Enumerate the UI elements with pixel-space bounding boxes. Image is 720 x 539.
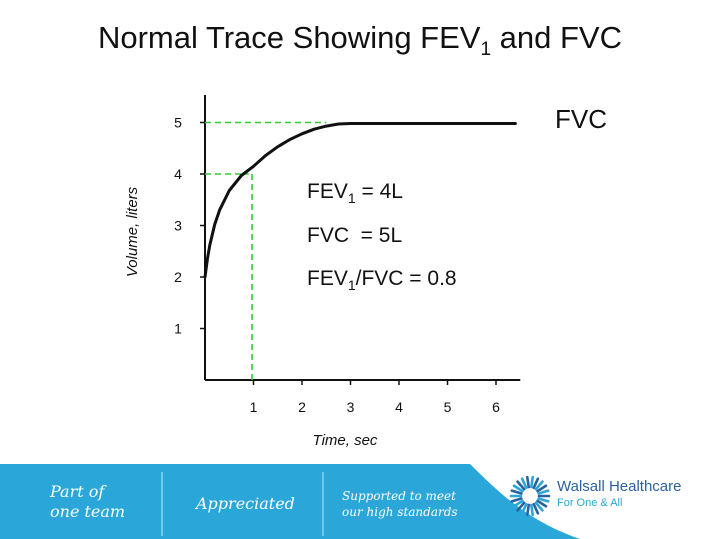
logo-ray — [529, 503, 535, 517]
x-tick-label: 4 — [395, 399, 403, 415]
logo-ray — [537, 497, 550, 503]
x-tick-label: 5 — [444, 399, 452, 415]
title-subscript: 1 — [480, 39, 492, 61]
logo-ray — [516, 501, 526, 512]
logo-ray — [536, 499, 548, 508]
logo-ray — [537, 489, 550, 495]
spirometry-chart: 1 2 3 4 5 6 1 2 3 4 5 Volume, liters Time, sec FVC… — [124, 95, 607, 449]
footer-item-line: Part of — [50, 482, 105, 501]
logo-ray — [536, 484, 548, 493]
footer-item-part-of-one-team: Part of one team — [50, 482, 125, 522]
logo-ray — [532, 477, 540, 490]
logo-ray — [510, 497, 523, 503]
series-line-fvc — [203, 122, 517, 279]
logo-ray — [512, 484, 524, 493]
y-tick-label: 2 — [174, 269, 182, 285]
x-tick-label: 1 — [250, 399, 258, 415]
logo-ray — [532, 502, 540, 515]
logo-ray — [512, 499, 524, 508]
logo-text: Walsall Healthcare For One & All — [557, 478, 682, 512]
annotation-fev1: FEV1 = 4L — [307, 180, 403, 206]
logo-ray — [534, 480, 544, 491]
logo-name: Walsall Healthcare — [557, 478, 682, 495]
title-rest: and FVC — [491, 20, 622, 55]
logo-ray — [516, 480, 526, 491]
logo-ray — [534, 501, 544, 512]
x-tick-label: 2 — [298, 399, 306, 415]
footer-band — [0, 464, 580, 539]
title-main: Normal Trace Showing FEV — [97, 20, 481, 55]
logo-ray — [510, 489, 523, 495]
y-tick-label: 1 — [174, 321, 182, 337]
page-title: Normal Trace Showing FEV1 and FVC — [0, 20, 720, 61]
series-label-fvc: FVC — [555, 104, 607, 134]
logo-ray — [520, 477, 528, 490]
footer-item-line: one team — [50, 502, 126, 521]
footer-item-line: Supported to meet — [342, 489, 456, 503]
logo-ray — [520, 502, 528, 515]
walsall-logo-icon — [509, 475, 551, 517]
y-tick-label: 4 — [174, 166, 182, 182]
footer-banner: Part of one team Appreciated Supported t… — [0, 464, 720, 539]
logo-tagline: For One & All — [557, 497, 623, 509]
logo-ray — [525, 475, 531, 489]
footer-item-line: our high standards — [342, 505, 458, 519]
footer-item-supported: Supported to meet our high standards — [342, 488, 458, 520]
logo-ray — [525, 503, 531, 517]
x-tick-label: 6 — [492, 399, 500, 415]
x-tick-label: 3 — [347, 399, 355, 415]
y-tick-label: 5 — [174, 115, 182, 131]
annotation-ratio: FEV1/FVC = 0.8 — [307, 267, 457, 293]
annotation-fvc: FVC = 5L — [307, 224, 402, 247]
y-axis-label: Volume, liters — [124, 186, 141, 277]
y-tick-label: 3 — [174, 218, 182, 234]
footer-item-appreciated: Appreciated — [196, 494, 295, 513]
x-axis-label: Time, sec — [313, 432, 378, 449]
logo-ray — [529, 475, 535, 489]
